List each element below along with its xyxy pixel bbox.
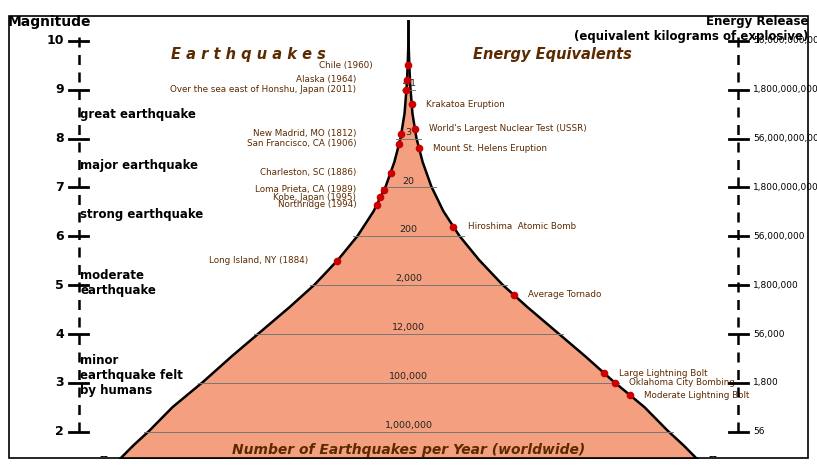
Text: 9: 9	[56, 83, 65, 96]
Text: 7: 7	[56, 181, 65, 194]
Text: Mount St. Helens Eruption: Mount St. Helens Eruption	[434, 144, 547, 153]
Text: 1,800: 1,800	[752, 379, 779, 388]
Text: --: --	[100, 450, 109, 463]
Text: Krakatoa Eruption: Krakatoa Eruption	[426, 100, 505, 109]
Text: 6: 6	[56, 230, 65, 243]
Text: 100,000: 100,000	[389, 372, 428, 381]
Text: Chile (1960): Chile (1960)	[319, 61, 373, 70]
Text: Hiroshima  Atomic Bomb: Hiroshima Atomic Bomb	[468, 222, 576, 231]
Text: Average Tornado: Average Tornado	[529, 291, 601, 300]
Text: 3: 3	[405, 128, 412, 137]
Text: major earthquake: major earthquake	[80, 159, 199, 172]
Text: --: --	[708, 450, 717, 463]
Text: 20: 20	[403, 176, 414, 185]
Text: Number of Earthquakes per Year (worldwide): Number of Earthquakes per Year (worldwid…	[232, 443, 585, 457]
Text: Long Island, NY (1884): Long Island, NY (1884)	[209, 256, 309, 265]
Text: Moderate Lightning Bolt: Moderate Lightning Bolt	[645, 391, 750, 400]
Text: <1: <1	[401, 79, 416, 88]
Text: 1,800,000: 1,800,000	[752, 281, 798, 290]
Text: Northridge (1994): Northridge (1994)	[278, 200, 356, 209]
Text: 5: 5	[56, 279, 65, 292]
Text: Alaska (1964): Alaska (1964)	[296, 75, 356, 85]
Text: San Francisco, CA (1906): San Francisco, CA (1906)	[247, 139, 356, 148]
Text: 1,800,000,000,000: 1,800,000,000,000	[752, 85, 817, 94]
Text: 1,800,000,000: 1,800,000,000	[752, 183, 817, 192]
Text: 1,000,000: 1,000,000	[385, 421, 432, 430]
Text: World's Largest Nuclear Test (USSR): World's Largest Nuclear Test (USSR)	[429, 124, 587, 133]
Text: 200: 200	[400, 226, 417, 234]
Text: 56,000,000,000,000: 56,000,000,000,000	[752, 37, 817, 45]
Text: 56: 56	[752, 427, 764, 436]
Text: 12,000: 12,000	[392, 323, 425, 332]
Text: 3: 3	[56, 376, 65, 389]
Text: Charleston, SC (1886): Charleston, SC (1886)	[260, 168, 356, 177]
Text: New Madrid, MO (1812): New Madrid, MO (1812)	[253, 129, 356, 138]
Text: 56,000: 56,000	[752, 329, 784, 338]
Text: great earthquake: great earthquake	[80, 108, 196, 121]
Text: 56,000,000: 56,000,000	[752, 232, 804, 241]
Text: Over the sea east of Honshu, Japan (2011): Over the sea east of Honshu, Japan (2011…	[170, 85, 356, 94]
Text: E a r t h q u a k e s: E a r t h q u a k e s	[171, 47, 326, 62]
Text: minor
earthquake felt
by humans: minor earthquake felt by humans	[80, 354, 183, 397]
Text: strong earthquake: strong earthquake	[80, 208, 203, 221]
Text: 8: 8	[56, 132, 65, 145]
Polygon shape	[120, 22, 697, 459]
Text: 2: 2	[56, 425, 65, 438]
Text: Energy Release
(equivalent kilograms of explosive): Energy Release (equivalent kilograms of …	[574, 15, 809, 43]
Text: Kobe, Japan (1995): Kobe, Japan (1995)	[274, 193, 356, 202]
Text: Oklahoma City Bombing: Oklahoma City Bombing	[629, 379, 735, 388]
Text: moderate
earthquake: moderate earthquake	[80, 269, 156, 297]
Text: 2,000: 2,000	[395, 274, 422, 283]
Text: Loma Prieta, CA (1989): Loma Prieta, CA (1989)	[255, 185, 356, 194]
Text: 10: 10	[47, 35, 65, 47]
Text: Magnitude: Magnitude	[8, 15, 92, 29]
Text: Energy Equivalents: Energy Equivalents	[473, 47, 632, 62]
Text: 4: 4	[56, 328, 65, 341]
Text: 56,000,000,000: 56,000,000,000	[752, 134, 817, 143]
Text: Large Lightning Bolt: Large Lightning Bolt	[618, 369, 707, 378]
